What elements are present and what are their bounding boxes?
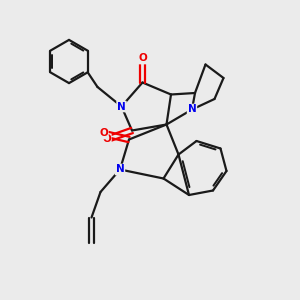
Text: O: O (102, 134, 111, 145)
Text: N: N (116, 164, 124, 175)
Text: O: O (99, 128, 108, 139)
Text: O: O (138, 53, 147, 64)
Text: N: N (188, 104, 196, 115)
Text: N: N (117, 101, 126, 112)
